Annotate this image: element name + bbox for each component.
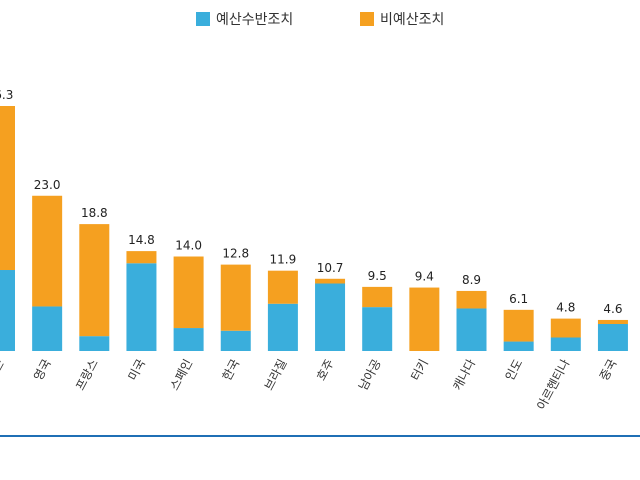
bar-nonbudget [0,106,15,271]
bar-budget [362,307,393,351]
bar-nonbudget [550,318,581,338]
category-label: 중국 [597,357,620,383]
category-label: 터키 [408,357,431,383]
category-label: 한국 [220,357,243,383]
value-label: 23.0 [34,178,61,192]
bar-nonbudget [173,256,204,329]
bar-budget [32,306,63,351]
bar-budget [220,330,251,351]
value-labels-group: 36.3 23.0 18.8 14.8 14.0 12.8 11.9 10.7 9.5 9.4 8.… [0,88,622,316]
value-label: 4.6 [603,302,622,316]
bar-nonbudget [362,286,393,308]
bars-group [0,106,628,351]
bar-nonbudget [79,224,110,337]
bar-nonbudget [126,251,157,264]
bar-nonbudget [315,278,346,284]
bar-budget [126,263,157,351]
bar-budget [79,336,110,351]
value-label: 14.8 [128,233,155,247]
bar-budget [503,341,534,351]
value-label: 36.3 [0,88,13,102]
bar-nonbudget [267,270,298,304]
category-label: 브라질 [262,357,290,393]
category-label: 프랑스 [73,357,101,393]
value-label: 8.9 [462,273,481,287]
legend-label-nonbudget: 비예산조치 [380,12,444,28]
legend-swatch-nonbudget [360,12,374,26]
category-label: 남아공 [356,357,384,393]
category-label: 미국 [125,357,148,383]
value-label: 9.5 [368,269,387,283]
bar-nonbudget [32,195,63,307]
category-label: 일본 [0,357,7,383]
bar-budget [267,303,298,351]
bar-nonbudget [597,319,628,325]
category-label: 호주 [314,357,337,383]
value-label: 14.0 [175,239,202,253]
bar-nonbudget [456,290,487,309]
category-label: 영국 [31,357,54,383]
category-label: 스페인 [167,357,195,393]
value-label: 12.8 [222,247,249,261]
bar-nonbudget [503,309,534,342]
legend-label-budget: 예산수반조치 [216,12,293,28]
value-label: 4.8 [556,301,575,315]
legend-swatch-budget [196,12,210,26]
category-label: 캐나다 [450,357,478,393]
value-label: 18.8 [81,206,108,220]
bar-budget [456,308,487,351]
category-labels-group: 일본 영국 프랑스 미국 스페인 한국 브라질 호주 남아공 터키 캐나다 인도 아르헨티나 중국 [0,357,620,412]
value-label: 9.4 [415,270,434,284]
category-label: 인도 [503,357,526,383]
bar-budget [315,283,346,351]
bar-budget [550,337,581,351]
bar-nonbudget [409,287,440,351]
bar-nonbudget [220,264,251,331]
bar-budget [173,328,204,351]
bar-budget [597,324,628,351]
value-label: 6.1 [509,292,528,306]
bar-budget [0,270,15,351]
category-label: 아르헨티나 [534,357,572,412]
legend: 예산수반조치 비예산조치 [196,12,444,28]
value-label: 10.7 [317,261,344,275]
value-label: 11.9 [270,253,297,267]
